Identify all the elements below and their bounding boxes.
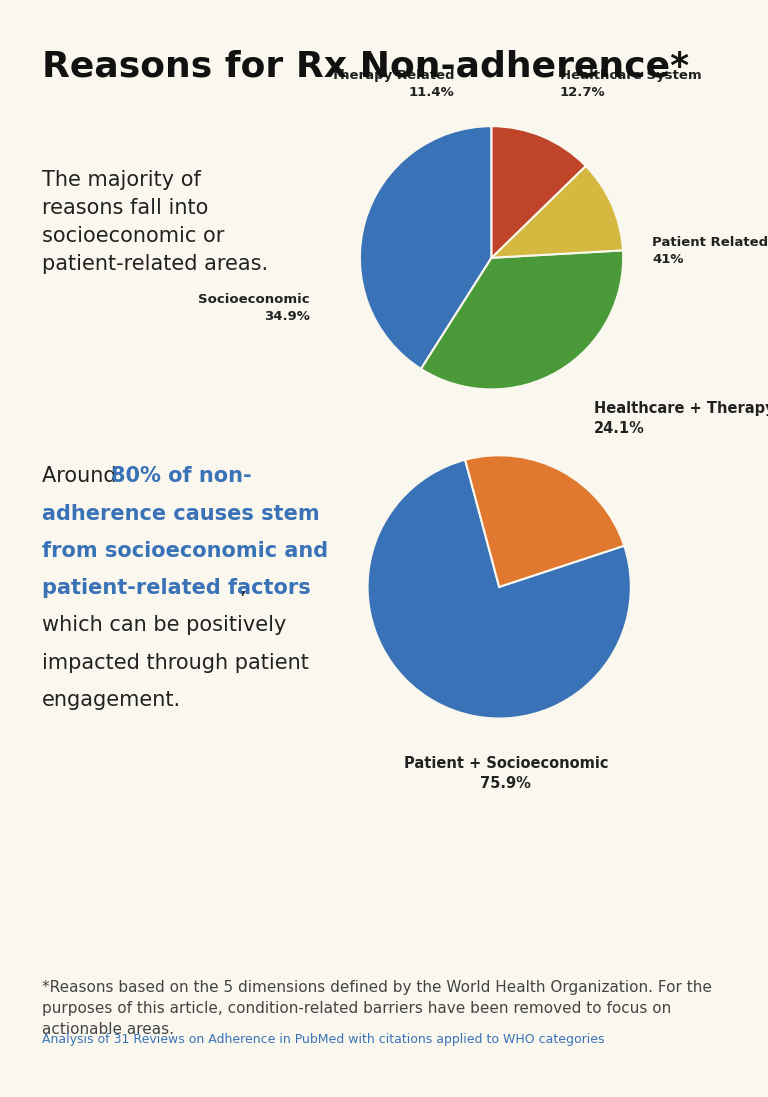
Text: The majority of
reasons fall into
socioeconomic or
patient-related areas.: The majority of reasons fall into socioe… bbox=[42, 170, 268, 274]
Wedge shape bbox=[465, 455, 624, 587]
Text: Healthcare + Therapy
24.1%: Healthcare + Therapy 24.1% bbox=[594, 402, 768, 436]
Text: Patient Related
41%: Patient Related 41% bbox=[652, 236, 768, 267]
Wedge shape bbox=[492, 126, 586, 258]
Text: Healthcare System
12.7%: Healthcare System 12.7% bbox=[560, 69, 702, 99]
Wedge shape bbox=[368, 460, 631, 719]
Text: 80% of non-: 80% of non- bbox=[111, 466, 252, 486]
Text: impacted through patient: impacted through patient bbox=[42, 653, 309, 672]
Text: from socioeconomic and: from socioeconomic and bbox=[42, 541, 329, 561]
Text: patient-related factors: patient-related factors bbox=[42, 578, 311, 598]
Text: which can be positively: which can be positively bbox=[42, 615, 286, 635]
Text: engagement.: engagement. bbox=[42, 690, 181, 710]
Text: *Reasons based on the 5 dimensions defined by the World Health Organization. For: *Reasons based on the 5 dimensions defin… bbox=[42, 980, 712, 1037]
Text: adherence causes stem: adherence causes stem bbox=[42, 504, 319, 523]
Text: Patient + Socioeconomic
75.9%: Patient + Socioeconomic 75.9% bbox=[403, 757, 608, 791]
Text: Reasons for Rx Non-adherence*: Reasons for Rx Non-adherence* bbox=[42, 49, 690, 83]
Text: Around: Around bbox=[42, 466, 124, 486]
Text: Analysis of 31 Reviews on Adherence in PubMed with citations applied to WHO cate: Analysis of 31 Reviews on Adherence in P… bbox=[42, 1033, 604, 1047]
Text: Therapy Related
11.4%: Therapy Related 11.4% bbox=[331, 69, 455, 99]
Wedge shape bbox=[360, 126, 492, 369]
Wedge shape bbox=[421, 250, 623, 389]
Wedge shape bbox=[492, 166, 623, 258]
Text: ,: , bbox=[240, 578, 247, 598]
Text: Socioeconomic
34.9%: Socioeconomic 34.9% bbox=[198, 293, 310, 323]
